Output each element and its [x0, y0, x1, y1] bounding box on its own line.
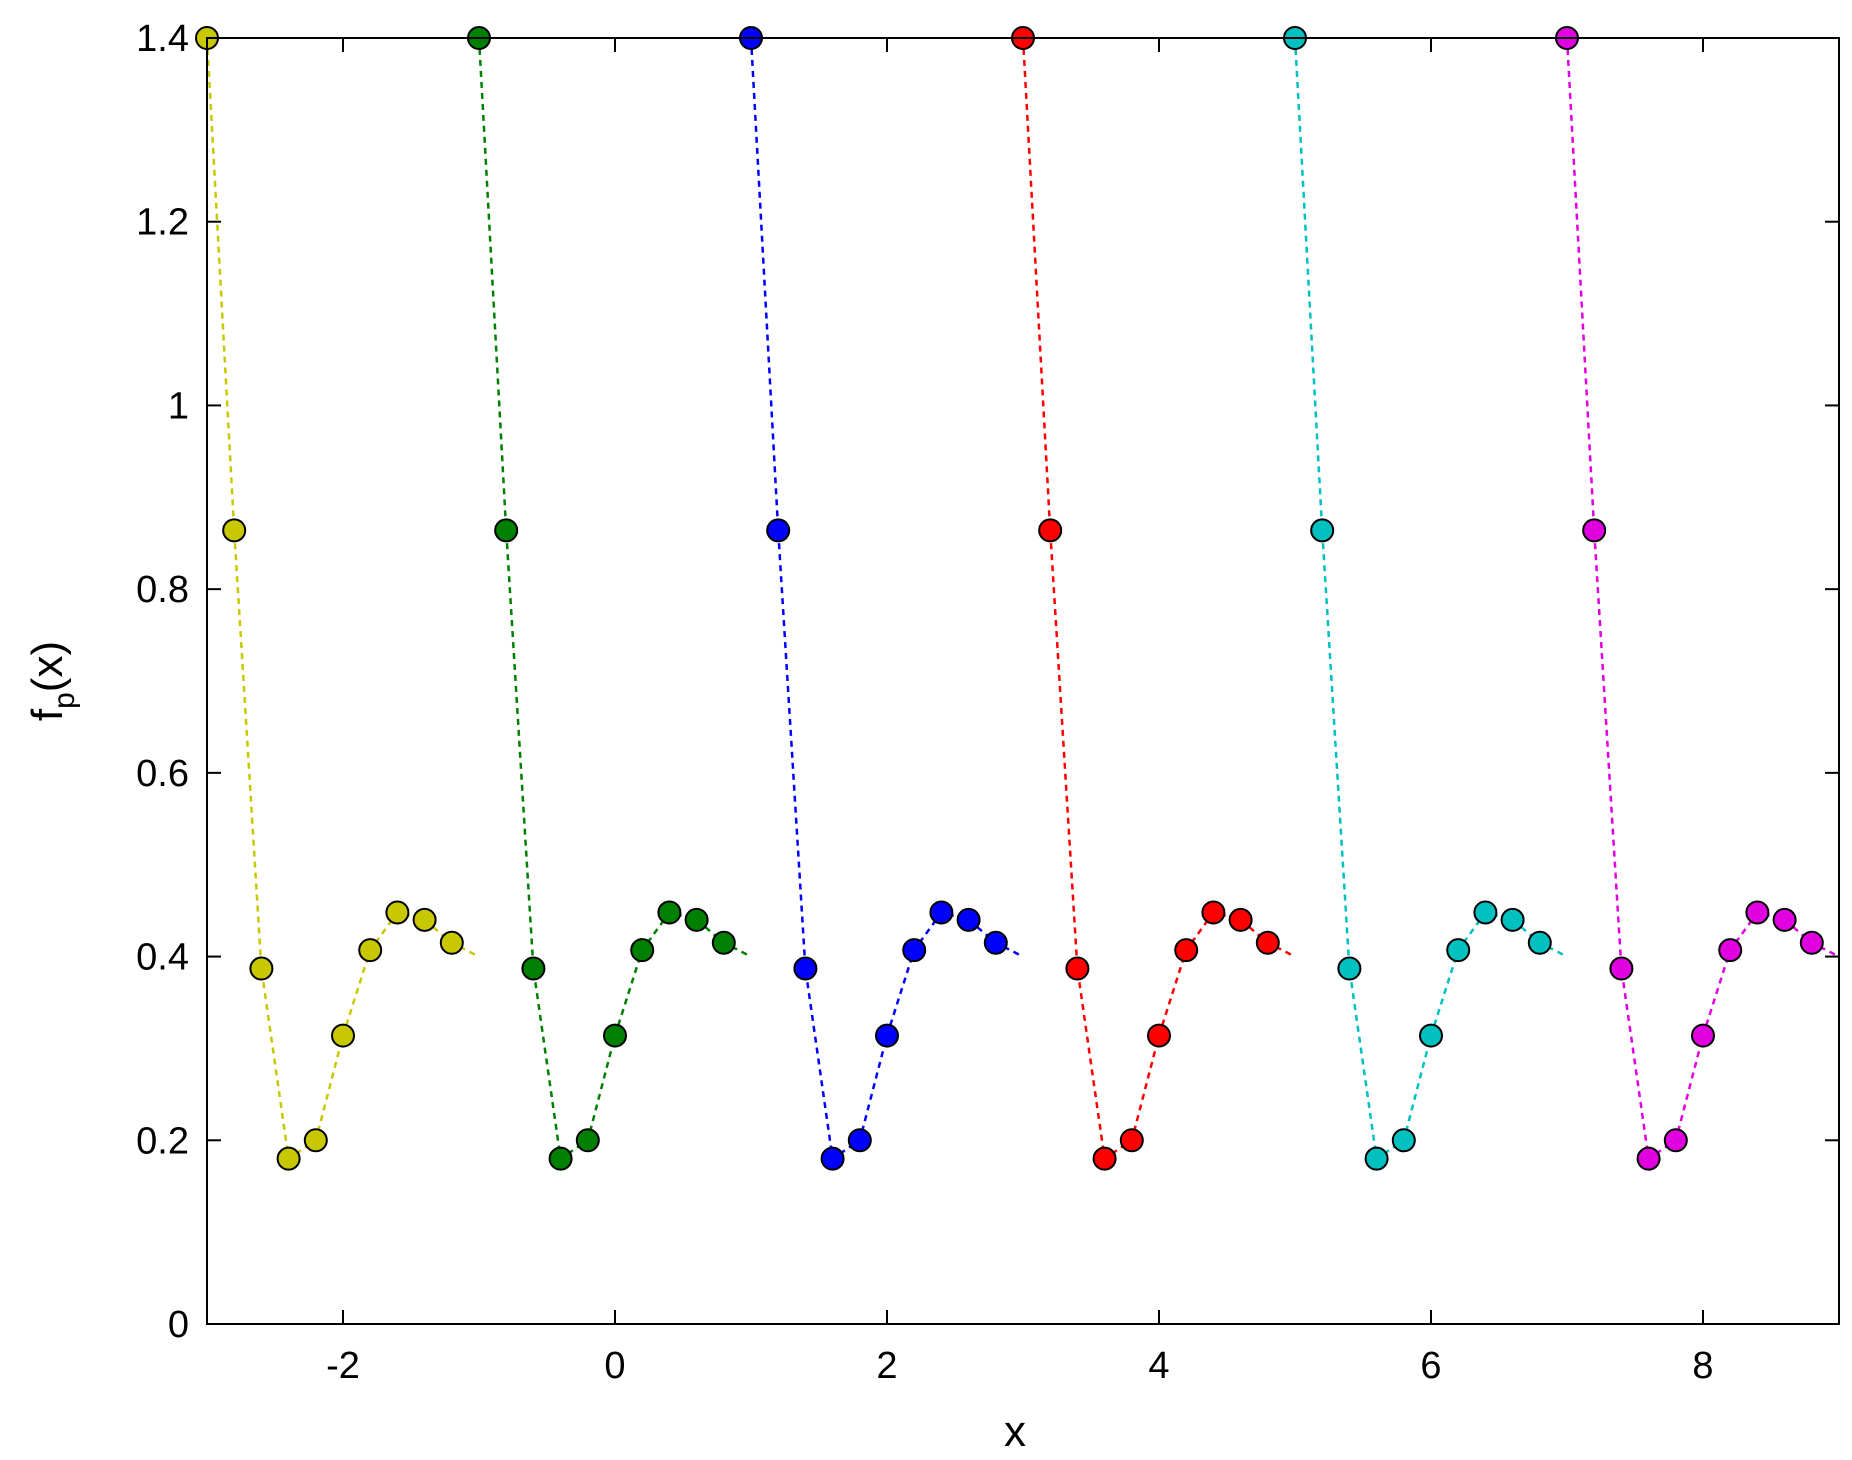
data-point [521, 956, 546, 981]
data-point [1255, 930, 1280, 955]
series-line [1021, 37, 1296, 1161]
x-tick-label: 6 [1420, 1345, 1441, 1387]
data-point [1174, 938, 1199, 963]
y-tick-label: 0.8 [136, 569, 189, 611]
y-axis-title: fp(x) [23, 641, 81, 721]
series-1 [195, 26, 480, 1171]
data-point [1201, 900, 1226, 925]
y-tick-label: 1 [168, 385, 189, 427]
data-point [766, 518, 791, 543]
data-point [1228, 907, 1253, 932]
series-2 [467, 26, 752, 1171]
x-tick-label: 2 [876, 1345, 897, 1387]
data-point [1718, 938, 1743, 963]
data-point [1038, 518, 1063, 543]
data-point [1065, 956, 1090, 981]
data-point [983, 930, 1008, 955]
data-point [276, 1146, 301, 1171]
data-point [1310, 518, 1335, 543]
data-point [1092, 1146, 1117, 1171]
data-point [929, 900, 954, 925]
data-point [222, 518, 247, 543]
data-point [711, 930, 736, 955]
series-line [205, 37, 480, 1161]
data-point [1691, 1023, 1715, 1048]
data-point [684, 907, 709, 932]
series-5 [1283, 26, 1568, 1171]
data-point [385, 900, 410, 925]
data-point [902, 938, 927, 963]
series-line [1293, 37, 1568, 1161]
y-tick-label: 1.2 [136, 202, 189, 244]
series-3 [739, 26, 1024, 1171]
series-line [477, 37, 752, 1161]
data-point [1419, 1023, 1443, 1048]
data-point [1364, 1146, 1389, 1171]
data-point [875, 1023, 899, 1048]
x-tick-label: -2 [326, 1345, 360, 1387]
data-point [249, 956, 274, 981]
y-tick-label: 0.6 [136, 753, 189, 795]
y-tick-label: 1.4 [136, 18, 189, 60]
y-axis-title-sub: p [48, 692, 81, 709]
x-axis-title: x [1004, 1407, 1026, 1456]
data-point [575, 1128, 600, 1153]
data-point [956, 907, 981, 932]
data-point [331, 1023, 355, 1048]
ticks-layer: -2 0 2 4 6 8 0 0.2 0.4 0.6 0.8 1 1.2 1.4 [136, 18, 1839, 1387]
x-tick-label: 0 [604, 1345, 625, 1387]
data-point [793, 956, 818, 981]
data-point [1147, 1023, 1171, 1048]
data-point [820, 1146, 845, 1171]
data-point [603, 1023, 627, 1048]
data-point [1337, 956, 1362, 981]
series-4 [1011, 26, 1296, 1171]
y-tick-label: 0 [168, 1304, 189, 1346]
series-6 [1555, 26, 1840, 1171]
data-point [1772, 907, 1797, 932]
series-layer [195, 26, 1840, 1171]
data-point [1799, 930, 1824, 955]
y-tick-label: 0.2 [136, 1120, 189, 1162]
data-point [847, 1128, 872, 1153]
data-point [1500, 907, 1525, 932]
x-tick-label: 4 [1148, 1345, 1169, 1387]
y-axis-title-main: f [23, 708, 72, 721]
data-point [1636, 1146, 1661, 1171]
data-point [412, 907, 437, 932]
data-point [1527, 930, 1552, 955]
data-point [630, 938, 655, 963]
series-line [749, 37, 1024, 1161]
data-point [1446, 938, 1471, 963]
data-point [548, 1146, 573, 1171]
series-line [1565, 37, 1840, 1161]
data-point [1609, 956, 1634, 981]
plot-frame [206, 37, 1840, 1325]
data-point [1663, 1128, 1688, 1153]
data-point [494, 518, 519, 543]
data-point [303, 1128, 328, 1153]
data-point [1582, 518, 1607, 543]
data-point [657, 900, 682, 925]
data-point [358, 938, 383, 963]
data-point [439, 930, 464, 955]
data-point [1119, 1128, 1144, 1153]
x-tick-label: 8 [1692, 1345, 1713, 1387]
data-point [1391, 1128, 1416, 1153]
y-tick-label: 0.4 [136, 937, 189, 979]
y-axis-title-suffix: (x) [23, 641, 72, 692]
data-point [1473, 900, 1498, 925]
data-point [1745, 900, 1770, 925]
